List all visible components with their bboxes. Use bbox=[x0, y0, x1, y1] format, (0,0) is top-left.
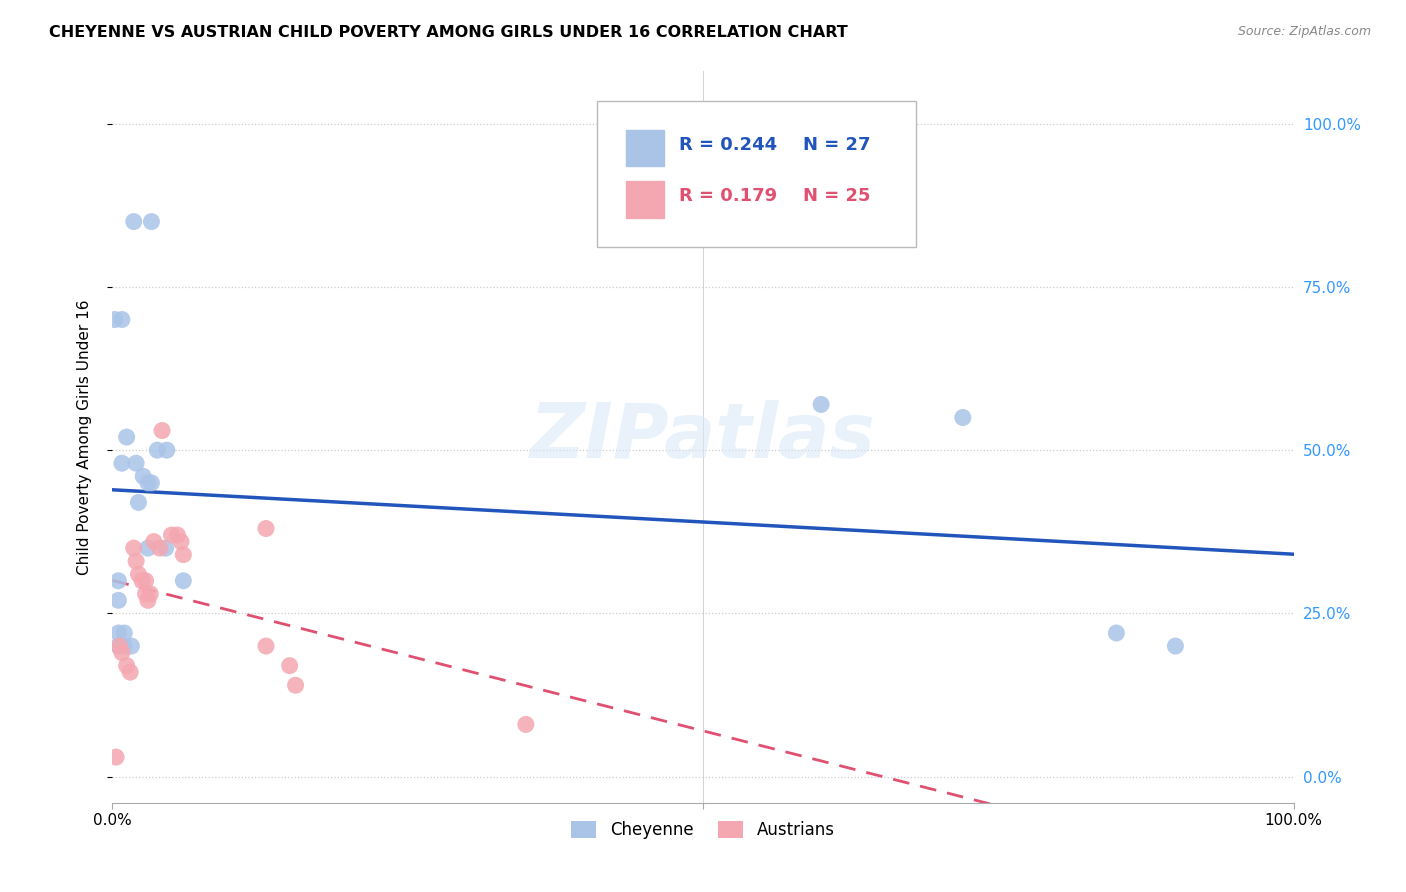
Point bbox=[108, 639, 131, 653]
Point bbox=[122, 214, 145, 228]
Text: N = 25: N = 25 bbox=[803, 186, 870, 204]
Point bbox=[149, 541, 172, 555]
Point bbox=[810, 397, 832, 411]
Point bbox=[120, 639, 142, 653]
Point bbox=[156, 443, 179, 458]
Bar bbox=[626, 130, 664, 167]
Point bbox=[111, 646, 134, 660]
Point bbox=[112, 626, 135, 640]
Point bbox=[135, 587, 157, 601]
Point bbox=[136, 475, 159, 490]
Point bbox=[155, 541, 177, 555]
Point bbox=[166, 528, 188, 542]
FancyBboxPatch shape bbox=[596, 101, 915, 247]
Text: N = 27: N = 27 bbox=[803, 136, 870, 153]
Point bbox=[141, 214, 163, 228]
Text: ZIPatlas: ZIPatlas bbox=[530, 401, 876, 474]
Point bbox=[127, 567, 149, 582]
Point bbox=[1164, 639, 1187, 653]
Point bbox=[142, 534, 165, 549]
Text: Source: ZipAtlas.com: Source: ZipAtlas.com bbox=[1237, 25, 1371, 38]
Point bbox=[107, 639, 129, 653]
Point bbox=[135, 574, 157, 588]
Point bbox=[278, 658, 301, 673]
Point bbox=[120, 665, 142, 680]
Point bbox=[160, 528, 183, 542]
Point bbox=[115, 658, 138, 673]
Point bbox=[952, 410, 974, 425]
Legend: Cheyenne, Austrians: Cheyenne, Austrians bbox=[565, 814, 841, 846]
Point bbox=[125, 456, 148, 470]
Point bbox=[515, 717, 537, 731]
Point bbox=[170, 534, 193, 549]
Point bbox=[136, 593, 159, 607]
Point bbox=[141, 475, 163, 490]
Text: CHEYENNE VS AUSTRIAN CHILD POVERTY AMONG GIRLS UNDER 16 CORRELATION CHART: CHEYENNE VS AUSTRIAN CHILD POVERTY AMONG… bbox=[49, 25, 848, 40]
Point bbox=[107, 626, 129, 640]
Point bbox=[112, 639, 135, 653]
Point bbox=[131, 574, 153, 588]
Point bbox=[105, 750, 128, 764]
Point bbox=[139, 587, 162, 601]
Point bbox=[115, 430, 138, 444]
Point bbox=[107, 574, 129, 588]
Point bbox=[146, 443, 169, 458]
Bar bbox=[626, 181, 664, 218]
Point bbox=[111, 456, 134, 470]
Point bbox=[1105, 626, 1128, 640]
Point bbox=[122, 541, 145, 555]
Point bbox=[132, 469, 155, 483]
Point bbox=[284, 678, 307, 692]
Point bbox=[125, 554, 148, 568]
Point bbox=[136, 541, 159, 555]
Point bbox=[127, 495, 149, 509]
Point bbox=[172, 548, 194, 562]
Point bbox=[254, 639, 277, 653]
Text: R = 0.244: R = 0.244 bbox=[679, 136, 778, 153]
Point bbox=[107, 593, 129, 607]
Point bbox=[172, 574, 194, 588]
Y-axis label: Child Poverty Among Girls Under 16: Child Poverty Among Girls Under 16 bbox=[77, 300, 91, 574]
Point bbox=[254, 521, 277, 535]
Point bbox=[150, 424, 173, 438]
Text: R = 0.179: R = 0.179 bbox=[679, 186, 778, 204]
Point bbox=[104, 312, 127, 326]
Point bbox=[111, 312, 134, 326]
